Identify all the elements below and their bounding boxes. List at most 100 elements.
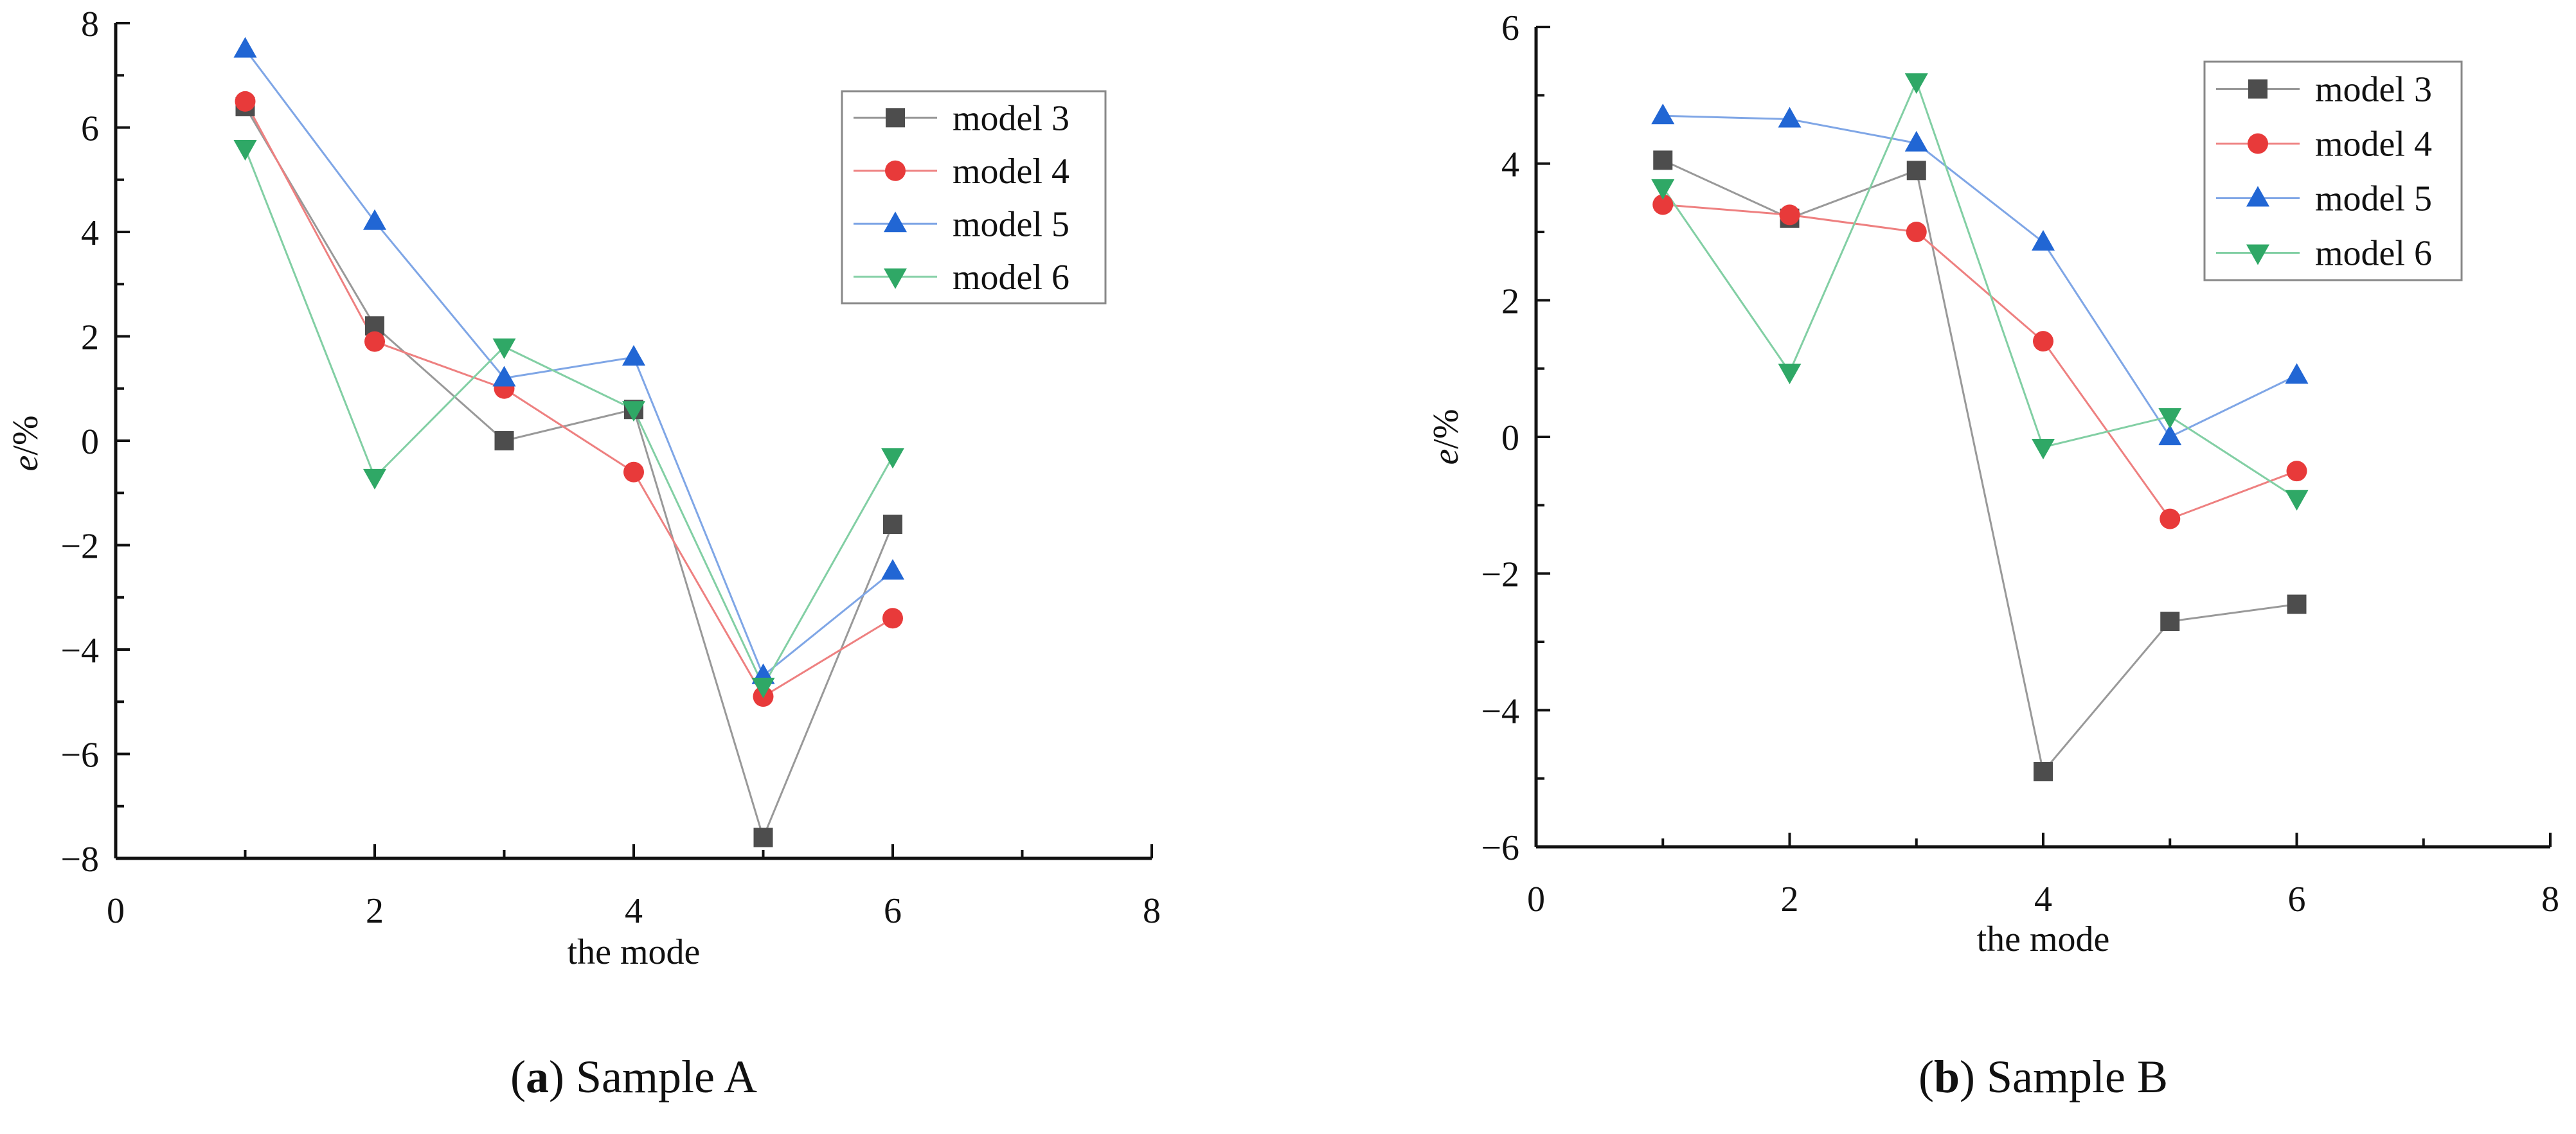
- data-point-model-3: [1906, 161, 1926, 181]
- series-line-model-4: [1663, 203, 2298, 520]
- legend-label: model 6: [2315, 234, 2432, 274]
- data-point-model-6: [2285, 490, 2309, 511]
- y-axis-title-unit: /%: [1426, 409, 1466, 448]
- data-point-model-4: [882, 608, 903, 629]
- series-line-model-6: [1662, 78, 2298, 499]
- data-point-model-6: [1651, 179, 1675, 200]
- series-line-model-5: [1663, 114, 2298, 438]
- data-point-model-4: [2033, 331, 2053, 352]
- x-tick-label: 2: [366, 891, 384, 931]
- caption-open: (: [510, 1051, 526, 1103]
- legend-label: model 3: [2315, 70, 2432, 110]
- y-tick-label: 4: [1501, 145, 1519, 185]
- y-tick-label: −6: [60, 736, 99, 775]
- data-point-model-3: [2160, 612, 2180, 632]
- caption-letter: a: [526, 1051, 549, 1103]
- y-axis-title-italic: e: [1426, 449, 1466, 465]
- series-line-model-4: [244, 101, 893, 698]
- legend-marker: [2248, 133, 2268, 154]
- data-point-model-5: [622, 345, 645, 366]
- legend-box: [2203, 60, 2463, 281]
- data-point-model-6: [1778, 363, 1802, 384]
- y-tick-label: 2: [1501, 281, 1519, 321]
- data-point-model-3: [2034, 762, 2053, 782]
- data-point-model-3: [883, 515, 902, 534]
- x-tick-label: 6: [2288, 880, 2306, 919]
- data-point-model-4: [1779, 204, 1800, 226]
- series-line-model-3: [1662, 159, 2297, 774]
- data-point-model-6: [492, 338, 516, 359]
- x-tick-label: 4: [625, 891, 643, 931]
- caption-close: ): [1960, 1051, 1975, 1103]
- data-point-model-4: [2286, 461, 2307, 482]
- legend-label: model 4: [953, 152, 1069, 191]
- series-line-model-5: [244, 48, 893, 678]
- y-axis-title: e/%: [1426, 409, 1466, 465]
- data-point-model-5: [2158, 425, 2182, 445]
- data-point-model-5: [881, 559, 904, 580]
- legend-label: model 3: [953, 98, 1069, 138]
- data-point-model-5: [2285, 363, 2309, 384]
- data-point-model-4: [623, 461, 644, 483]
- data-point-model-6: [1904, 73, 1928, 94]
- data-point-model-6: [751, 677, 775, 698]
- caption-close: ): [549, 1051, 564, 1103]
- data-point-model-3: [2287, 594, 2307, 614]
- figure-caption: (a) Sample A: [510, 1051, 757, 1103]
- legend-marker: [2246, 186, 2269, 207]
- y-axis-title: e/%: [6, 415, 46, 471]
- legend-marker: [2246, 244, 2269, 265]
- x-tick-label: 6: [884, 891, 902, 931]
- data-point-model-5: [233, 37, 257, 58]
- data-point-model-5: [1904, 130, 1928, 152]
- y-tick-label: 0: [1501, 418, 1519, 458]
- legend-marker: [884, 268, 907, 289]
- data-point-model-4: [1906, 222, 1927, 242]
- legend-marker: [2248, 79, 2267, 99]
- data-point-model-5: [1778, 107, 1802, 128]
- data-point-model-4: [2160, 508, 2181, 529]
- caption-letter: b: [1934, 1051, 1960, 1103]
- x-tick-label: 0: [107, 891, 125, 931]
- series-line-model-6: [244, 148, 894, 689]
- figure-caption: (b) Sample B: [1919, 1051, 2168, 1103]
- x-axis-title: the mode: [568, 932, 701, 972]
- x-tick-label: 4: [2034, 880, 2052, 919]
- y-tick-label: 6: [81, 109, 99, 149]
- legend: model 3 model 4 model 5 model 6: [2203, 60, 2463, 281]
- data-point-model-4: [235, 91, 256, 112]
- x-tick-label: 8: [1143, 891, 1161, 931]
- y-tick-label: −2: [1481, 555, 1519, 595]
- y-tick-label: −4: [60, 631, 99, 671]
- caption-text: Sample A: [564, 1051, 757, 1103]
- data-point-model-6: [2158, 408, 2182, 429]
- legend-label: model 5: [2315, 179, 2432, 219]
- y-axis-title-unit: /%: [6, 415, 46, 455]
- data-point-model-4: [1652, 194, 1674, 215]
- data-point-model-6: [233, 140, 257, 161]
- caption-open: (: [1919, 1051, 1934, 1103]
- y-tick-label: 2: [81, 318, 99, 358]
- series-line-model-3: [244, 106, 894, 840]
- data-point-model-6: [622, 401, 645, 422]
- data-point-model-3: [494, 431, 514, 450]
- data-point-model-3: [753, 828, 773, 847]
- x-tick-label: 0: [1527, 880, 1545, 919]
- y-tick-label: −8: [60, 840, 99, 880]
- data-point-model-6: [363, 468, 386, 490]
- y-tick-label: −6: [1481, 828, 1519, 868]
- x-tick-label: 2: [1781, 880, 1799, 919]
- legend-label: model 5: [953, 204, 1069, 244]
- caption-text: Sample B: [1975, 1051, 2168, 1103]
- data-point-model-6: [2032, 438, 2055, 459]
- data-point-model-4: [364, 331, 385, 352]
- legend-marker: [884, 211, 907, 233]
- legend-label: model 6: [953, 258, 1069, 297]
- x-tick-label: 8: [2541, 880, 2559, 919]
- data-point-model-5: [492, 366, 516, 387]
- y-axis-title-italic: e: [6, 456, 46, 472]
- y-tick-label: 6: [1501, 8, 1519, 48]
- x-axis-title: the mode: [1977, 919, 2110, 959]
